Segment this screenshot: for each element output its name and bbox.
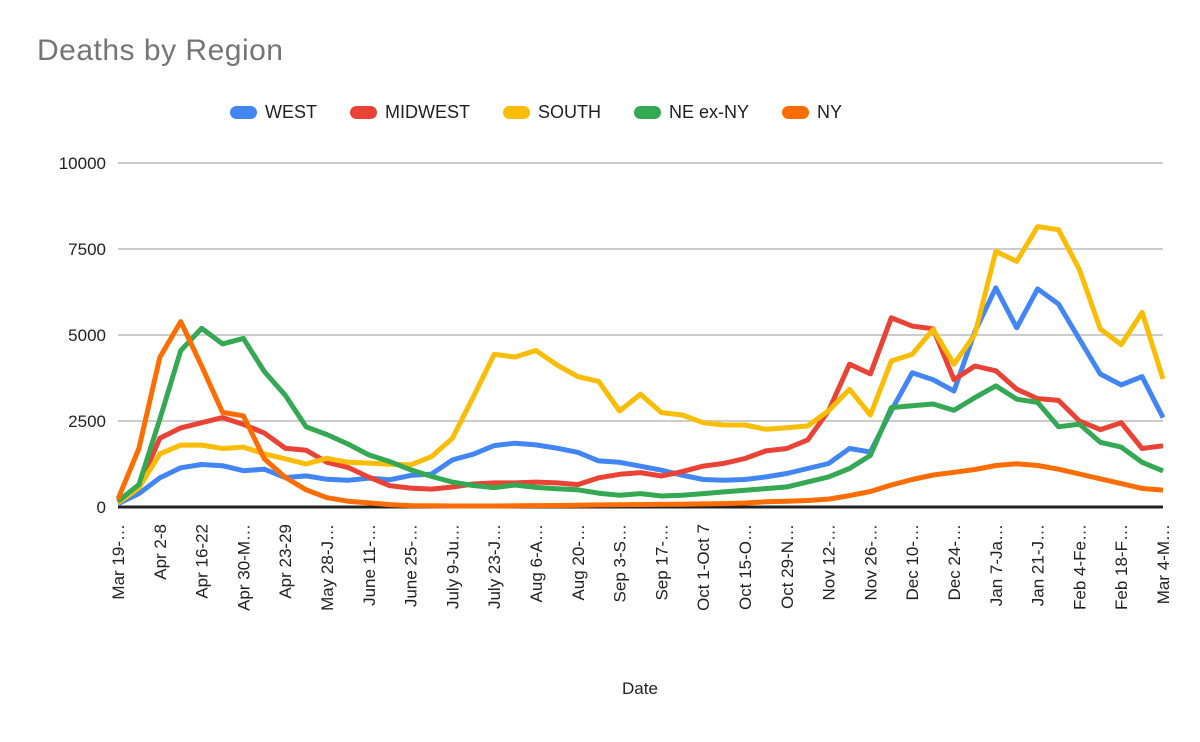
legend-item-NY: NY bbox=[782, 102, 842, 123]
x-tick-label-19: Nov 26-… bbox=[861, 524, 880, 601]
legend: WEST MIDWEST SOUTH NE ex-NY NY bbox=[230, 102, 842, 123]
x-tick-label-16: Oct 15-O… bbox=[736, 524, 755, 610]
x-tick-label-2: Apr 2-8 bbox=[151, 524, 170, 580]
x-tick-label-17: Oct 29-N… bbox=[778, 524, 797, 609]
x-tick-label-6: May 28-J… bbox=[318, 524, 337, 611]
x-tick-label-10: July 23-J… bbox=[485, 524, 504, 609]
x-tick-label-9: July 9-Ju… bbox=[443, 524, 462, 609]
series-line-SOUTH bbox=[116, 224, 1166, 506]
y-tick-label-10000: 10000 bbox=[59, 154, 106, 173]
y-tick-label-2500: 2500 bbox=[68, 412, 106, 431]
x-tick-label-11: Aug 6-A… bbox=[527, 524, 546, 602]
x-tick-label-26: Mar 4-M… bbox=[1154, 524, 1173, 604]
legend-item-MIDWEST: MIDWEST bbox=[350, 102, 470, 123]
x-tick-label-21: Dec 24-… bbox=[945, 524, 964, 601]
legend-item-SOUTH: SOUTH bbox=[503, 102, 601, 123]
legend-item-WEST: WEST bbox=[230, 102, 317, 123]
legend-label: NY bbox=[817, 102, 843, 122]
x-tick-label-25: Feb 18-F… bbox=[1112, 524, 1131, 610]
legend-label: WEST bbox=[265, 102, 317, 122]
y-tick-label-5000: 5000 bbox=[68, 326, 106, 345]
x-tick-label-23: Jan 21-J… bbox=[1029, 524, 1048, 606]
legend-swatch bbox=[503, 106, 530, 119]
x-tick-label-13: Sep 3-S… bbox=[611, 524, 630, 602]
legend-swatch bbox=[350, 106, 377, 119]
x-tick-label-1: Mar 19-… bbox=[109, 524, 128, 600]
series-line-NY bbox=[115, 319, 1164, 509]
x-tick-label-8: June 25-… bbox=[402, 524, 421, 607]
x-tick-label-18: Nov 12-… bbox=[820, 524, 839, 601]
series-line-MIDWEST bbox=[116, 315, 1164, 505]
x-tick-label-15: Oct 1-Oct 7 bbox=[694, 524, 713, 611]
x-tick-label-12: Aug 20-… bbox=[569, 524, 588, 601]
series-line-WEST bbox=[116, 285, 1166, 506]
x-tick-label-14: Sep 17-… bbox=[652, 524, 671, 601]
series-line-NE-ex-NY bbox=[116, 325, 1164, 504]
legend-label: NE ex-NY bbox=[669, 102, 750, 122]
x-tick-label-7: June 11-… bbox=[360, 524, 379, 606]
x-tick-label-4: Apr 30-M… bbox=[234, 524, 253, 611]
legend-label: MIDWEST bbox=[385, 102, 470, 122]
x-tick-label-5: Apr 23-29 bbox=[276, 524, 295, 599]
legend-swatch bbox=[230, 106, 257, 119]
legend-swatch bbox=[634, 106, 661, 119]
legend-swatch bbox=[782, 106, 810, 119]
x-tick-label-20: Dec 10-… bbox=[903, 524, 922, 601]
chart-title: Deaths by Region bbox=[37, 34, 284, 67]
x-tick-label-22: Jan 7-Ja… bbox=[987, 524, 1006, 606]
y-tick-label-7500: 7500 bbox=[68, 240, 106, 259]
x-axis-title: Date bbox=[622, 679, 658, 698]
x-tick-label-3: Apr 16-22 bbox=[193, 524, 212, 599]
legend-label: SOUTH bbox=[538, 102, 601, 122]
legend-item-NE-ex-NY: NE ex-NY bbox=[634, 102, 749, 123]
y-tick-label-0: 0 bbox=[97, 498, 106, 517]
x-tick-label-24: Feb 4-Fe… bbox=[1070, 524, 1089, 610]
